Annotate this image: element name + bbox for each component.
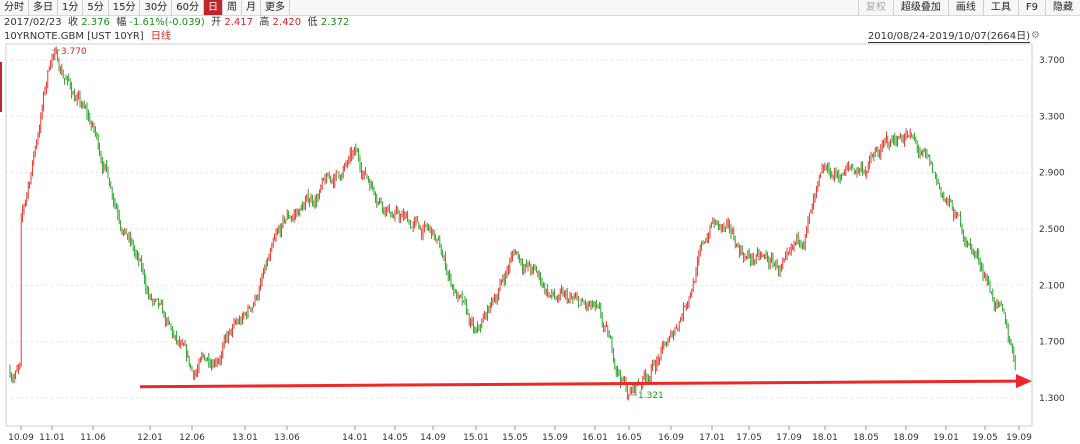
date-range-text: 2010/08/24-2019/10/07(2664日) — [867, 31, 1030, 43]
x-tick-label: 19.09 — [1006, 433, 1032, 443]
tab-multi-day[interactable]: 多日 — [29, 0, 58, 15]
y-tick-label: 3.300 — [1039, 112, 1065, 122]
x-tick-label: 17.05 — [736, 433, 762, 443]
x-tick-label: 10.09 — [8, 433, 34, 443]
close-label: 收 — [68, 17, 78, 28]
trend-arrow-line — [139, 379, 1019, 389]
y-tick-label: 2.100 — [1039, 281, 1065, 291]
instrument-name: 10YRNOTE.GBM [UST 10YR] — [4, 31, 144, 42]
tab-more[interactable]: 更多 — [261, 0, 290, 15]
close-value: 2.376 — [81, 17, 110, 28]
x-tick-label: 15.09 — [542, 433, 568, 443]
open-value: 2.417 — [224, 17, 253, 28]
x-tick-label: 16.09 — [658, 433, 684, 443]
x-tick-label: 15.05 — [502, 433, 528, 443]
change-value: -1.61%(-0.039) — [129, 17, 205, 28]
tab-intraday[interactable]: 分时 — [0, 0, 29, 15]
trend-arrow-head — [1016, 374, 1032, 389]
quote-infobar: 2017/02/23 收 2.376 幅 -1.61%(-0.039) 开 2.… — [4, 16, 349, 30]
low-label: 低 — [307, 17, 318, 28]
x-tick-label: 11.01 — [39, 433, 65, 443]
low-value: 2.372 — [320, 17, 350, 28]
x-tick-label: 12.06 — [179, 433, 205, 443]
tab-monthly[interactable]: 月 — [242, 0, 261, 15]
y-tick-label: 1.300 — [1039, 394, 1065, 404]
tab-1min[interactable]: 1分 — [58, 0, 84, 15]
right-tools: 复权 超级叠加 画线 工具 F9 隐藏 — [857, 0, 1080, 15]
x-tick-label: 17.01 — [699, 433, 725, 443]
tab-15min[interactable]: 15分 — [109, 0, 141, 15]
x-tick-label: 19.01 — [933, 433, 959, 443]
x-tick-label: 16.01 — [582, 433, 608, 443]
x-tick-label: 13.01 — [232, 433, 258, 443]
y-tick-label: 2.900 — [1039, 169, 1065, 179]
plot-frame — [5, 43, 1033, 427]
tools-button[interactable]: 工具 — [982, 0, 1018, 15]
x-tick-label: 12.01 — [137, 433, 163, 443]
draw-line-button[interactable]: 画线 — [947, 0, 983, 15]
x-tick-label: 14.01 — [342, 433, 368, 443]
instrument-bar: 10YRNOTE.GBM [UST 10YR] 日线 — [4, 30, 171, 43]
x-tick-label: 14.05 — [382, 433, 408, 443]
x-tick-label: 17.09 — [776, 433, 802, 443]
change-label: 幅 — [116, 17, 127, 28]
open-label: 开 — [211, 17, 222, 28]
x-tick-label: 15.01 — [463, 433, 489, 443]
high-value: 2.420 — [272, 17, 302, 28]
y-tick-label: 1.700 — [1039, 338, 1065, 348]
adjust-button[interactable]: 复权 — [857, 0, 893, 15]
tab-30min[interactable]: 30分 — [140, 0, 173, 15]
f9-button[interactable]: F9 — [1017, 0, 1045, 15]
settings-gear-icon[interactable]: ⚙ — [1031, 30, 1040, 41]
x-tick-label: 18.09 — [893, 433, 919, 443]
period-tabs: 分时 多日 1分 5分 15分 30分 60分 日 周 月 更多 — [0, 0, 290, 15]
y-tick-label: 2.500 — [1039, 225, 1065, 235]
x-tick-label: 18.05 — [853, 433, 879, 443]
tab-daily[interactable]: 日 — [203, 0, 223, 15]
x-tick-label: 11.06 — [80, 433, 106, 443]
hide-button[interactable]: 隐藏 — [1045, 0, 1080, 15]
y-tick-label: 3.700 — [1039, 56, 1065, 66]
left-edge-marker — [0, 62, 2, 112]
x-tick-label: 16.05 — [616, 433, 642, 443]
period-toolbar: 分时 多日 1分 5分 15分 30分 60分 日 周 月 更多 复权 超级叠加… — [0, 0, 1080, 16]
tab-60min[interactable]: 60分 — [172, 0, 204, 15]
date-range[interactable]: 2010/08/24-2019/10/07(2664日) — [867, 30, 1030, 43]
high-label: 高 — [259, 17, 270, 28]
x-tick-label: 18.01 — [812, 433, 838, 443]
low-annotation: 1.321 — [638, 391, 664, 401]
x-tick-label: 19.05 — [972, 433, 998, 443]
tab-5min[interactable]: 5分 — [83, 0, 109, 15]
x-tick-label: 14.09 — [420, 433, 446, 443]
overlay-button[interactable]: 超级叠加 — [892, 0, 948, 15]
tab-weekly[interactable]: 周 — [223, 0, 242, 15]
quote-date: 2017/02/23 — [4, 17, 62, 28]
high-annotation: 3.770 — [61, 47, 87, 57]
period-label: 日线 — [150, 31, 171, 42]
x-tick-label: 13.06 — [274, 433, 300, 443]
